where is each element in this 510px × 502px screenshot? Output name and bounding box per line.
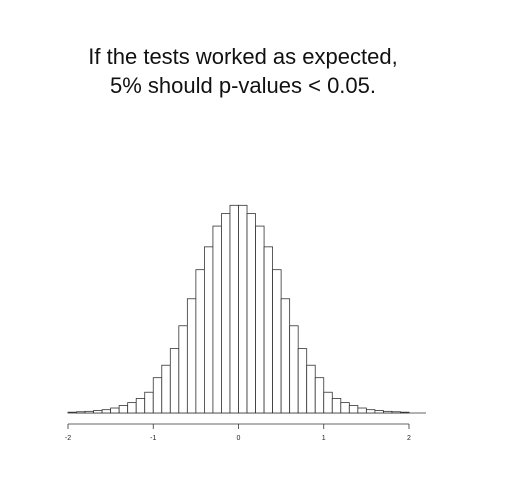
- histogram-bar: [229, 204, 239, 414]
- x-tick-label: -2: [65, 435, 71, 442]
- chart-title-line-2: 5% should p-values < 0.05.: [109, 73, 376, 98]
- histogram-bar: [110, 407, 120, 414]
- histogram-bar: [272, 269, 282, 414]
- histogram-bar: [365, 409, 376, 414]
- histogram-bar: [195, 269, 205, 414]
- histogram-bar: [186, 298, 197, 414]
- histogram-bar: [238, 204, 248, 414]
- histogram-bar: [76, 411, 86, 414]
- x-tick-label: 2: [407, 435, 411, 442]
- x-tick-label: -1: [150, 435, 156, 442]
- histogram-bar: [331, 398, 342, 414]
- histogram-bar: [374, 410, 384, 414]
- histogram-bar: [178, 325, 188, 414]
- histogram-bar: [212, 225, 222, 414]
- histogram-bar: [67, 411, 77, 414]
- histogram-bar: [84, 410, 94, 414]
- histogram-bar: [203, 246, 214, 414]
- x-tick-label: 1: [322, 435, 326, 442]
- histogram-bar: [306, 364, 316, 414]
- histogram-bar: [297, 348, 308, 414]
- histogram-bar: [93, 410, 103, 414]
- x-tick-label: 0: [237, 435, 241, 442]
- x-axis: -2 -1 0 1 2: [65, 423, 411, 442]
- histogram-bar: [101, 409, 112, 414]
- histogram-bar: [255, 225, 265, 414]
- histogram-bar: [314, 377, 325, 414]
- chart-title: If the tests worked as expected, 5% shou…: [0, 42, 486, 100]
- histogram-bar: [127, 402, 137, 414]
- histogram-bar: [323, 391, 333, 414]
- histogram-bar: [152, 377, 163, 414]
- histogram-bar: [289, 325, 299, 414]
- histogram-bar: [118, 405, 129, 414]
- histogram-bar: [144, 391, 154, 414]
- histogram-bar: [340, 402, 350, 414]
- histogram-bar: [161, 364, 171, 414]
- histogram-bar: [169, 348, 180, 414]
- chart-title-line-1: If the tests worked as expected,: [88, 44, 398, 69]
- histogram-bar: [280, 298, 291, 414]
- histogram-bar: [383, 410, 393, 414]
- histogram-bar: [400, 411, 410, 414]
- histogram-bar: [246, 213, 256, 414]
- histogram-bar: [221, 213, 231, 414]
- histogram-bar: [135, 398, 146, 414]
- histogram-bars: [67, 204, 426, 414]
- histogram-bar: [263, 246, 274, 414]
- histogram-bar: [348, 405, 359, 414]
- histogram-bar: [391, 411, 401, 414]
- histogram-bar: [357, 407, 367, 414]
